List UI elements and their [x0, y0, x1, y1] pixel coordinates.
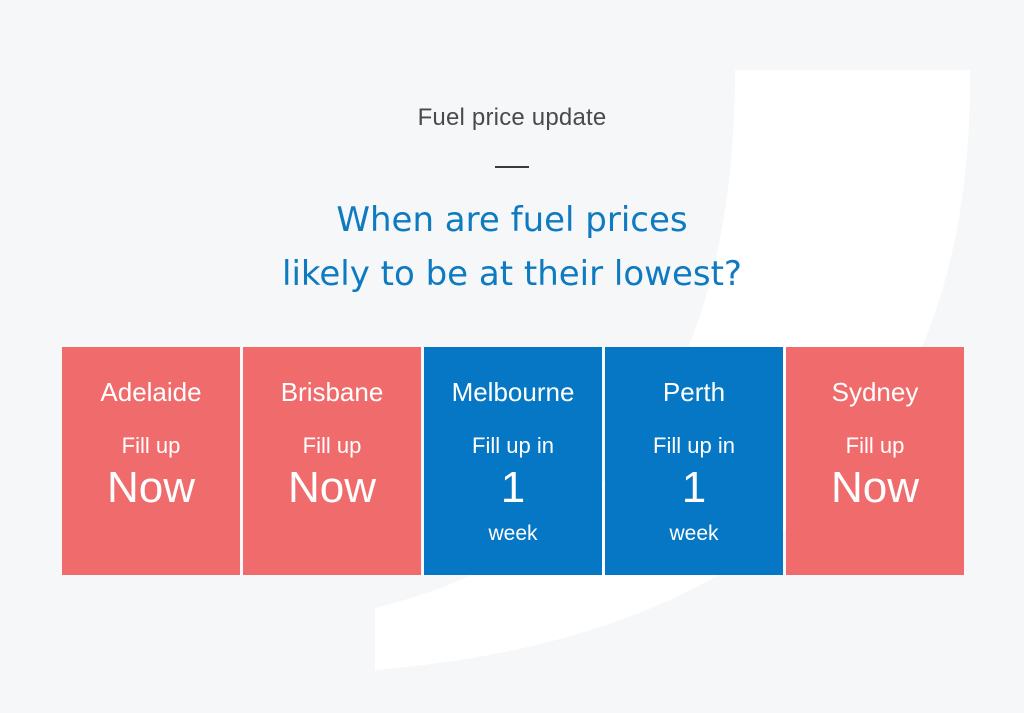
advice-unit: week	[488, 522, 538, 545]
city-card-adelaide: Adelaide Fill up Now	[62, 347, 240, 575]
advice-line: Fill up	[845, 433, 905, 458]
city-name: Sydney	[831, 377, 919, 407]
advice-highlight: Now	[830, 463, 920, 512]
city-card-sydney: Sydney Fill up Now	[786, 347, 964, 575]
city-card-brisbane: Brisbane Fill up Now	[243, 347, 421, 575]
headline-line-1: When are fuel prices	[336, 200, 688, 240]
city-cards: Adelaide Fill up Now Brisbane Fill up No…	[62, 347, 964, 575]
advice-unit: week	[669, 522, 719, 545]
headline: When are fuel prices likely to be at the…	[0, 193, 1024, 301]
advice-highlight: 1	[681, 463, 707, 512]
city-name: Melbourne	[451, 377, 575, 407]
city-name: Adelaide	[100, 377, 202, 407]
title-divider	[495, 166, 529, 168]
city-name: Brisbane	[280, 377, 384, 407]
city-card-perth: Perth Fill up in 1 week	[605, 347, 783, 575]
advice-highlight: 1	[500, 463, 526, 512]
advice-line: Fill up	[302, 433, 362, 458]
city-card-melbourne: Melbourne Fill up in 1 week	[424, 347, 602, 575]
advice-highlight: Now	[106, 463, 196, 512]
eyebrow-title: Fuel price update	[417, 104, 607, 131]
advice-line: Fill up	[121, 433, 181, 458]
advice-line: Fill up in	[472, 433, 554, 458]
advice-line: Fill up in	[653, 433, 735, 458]
city-name: Perth	[662, 377, 726, 407]
advice-highlight: Now	[287, 463, 377, 512]
headline-line-2: likely to be at their lowest?	[282, 254, 742, 294]
